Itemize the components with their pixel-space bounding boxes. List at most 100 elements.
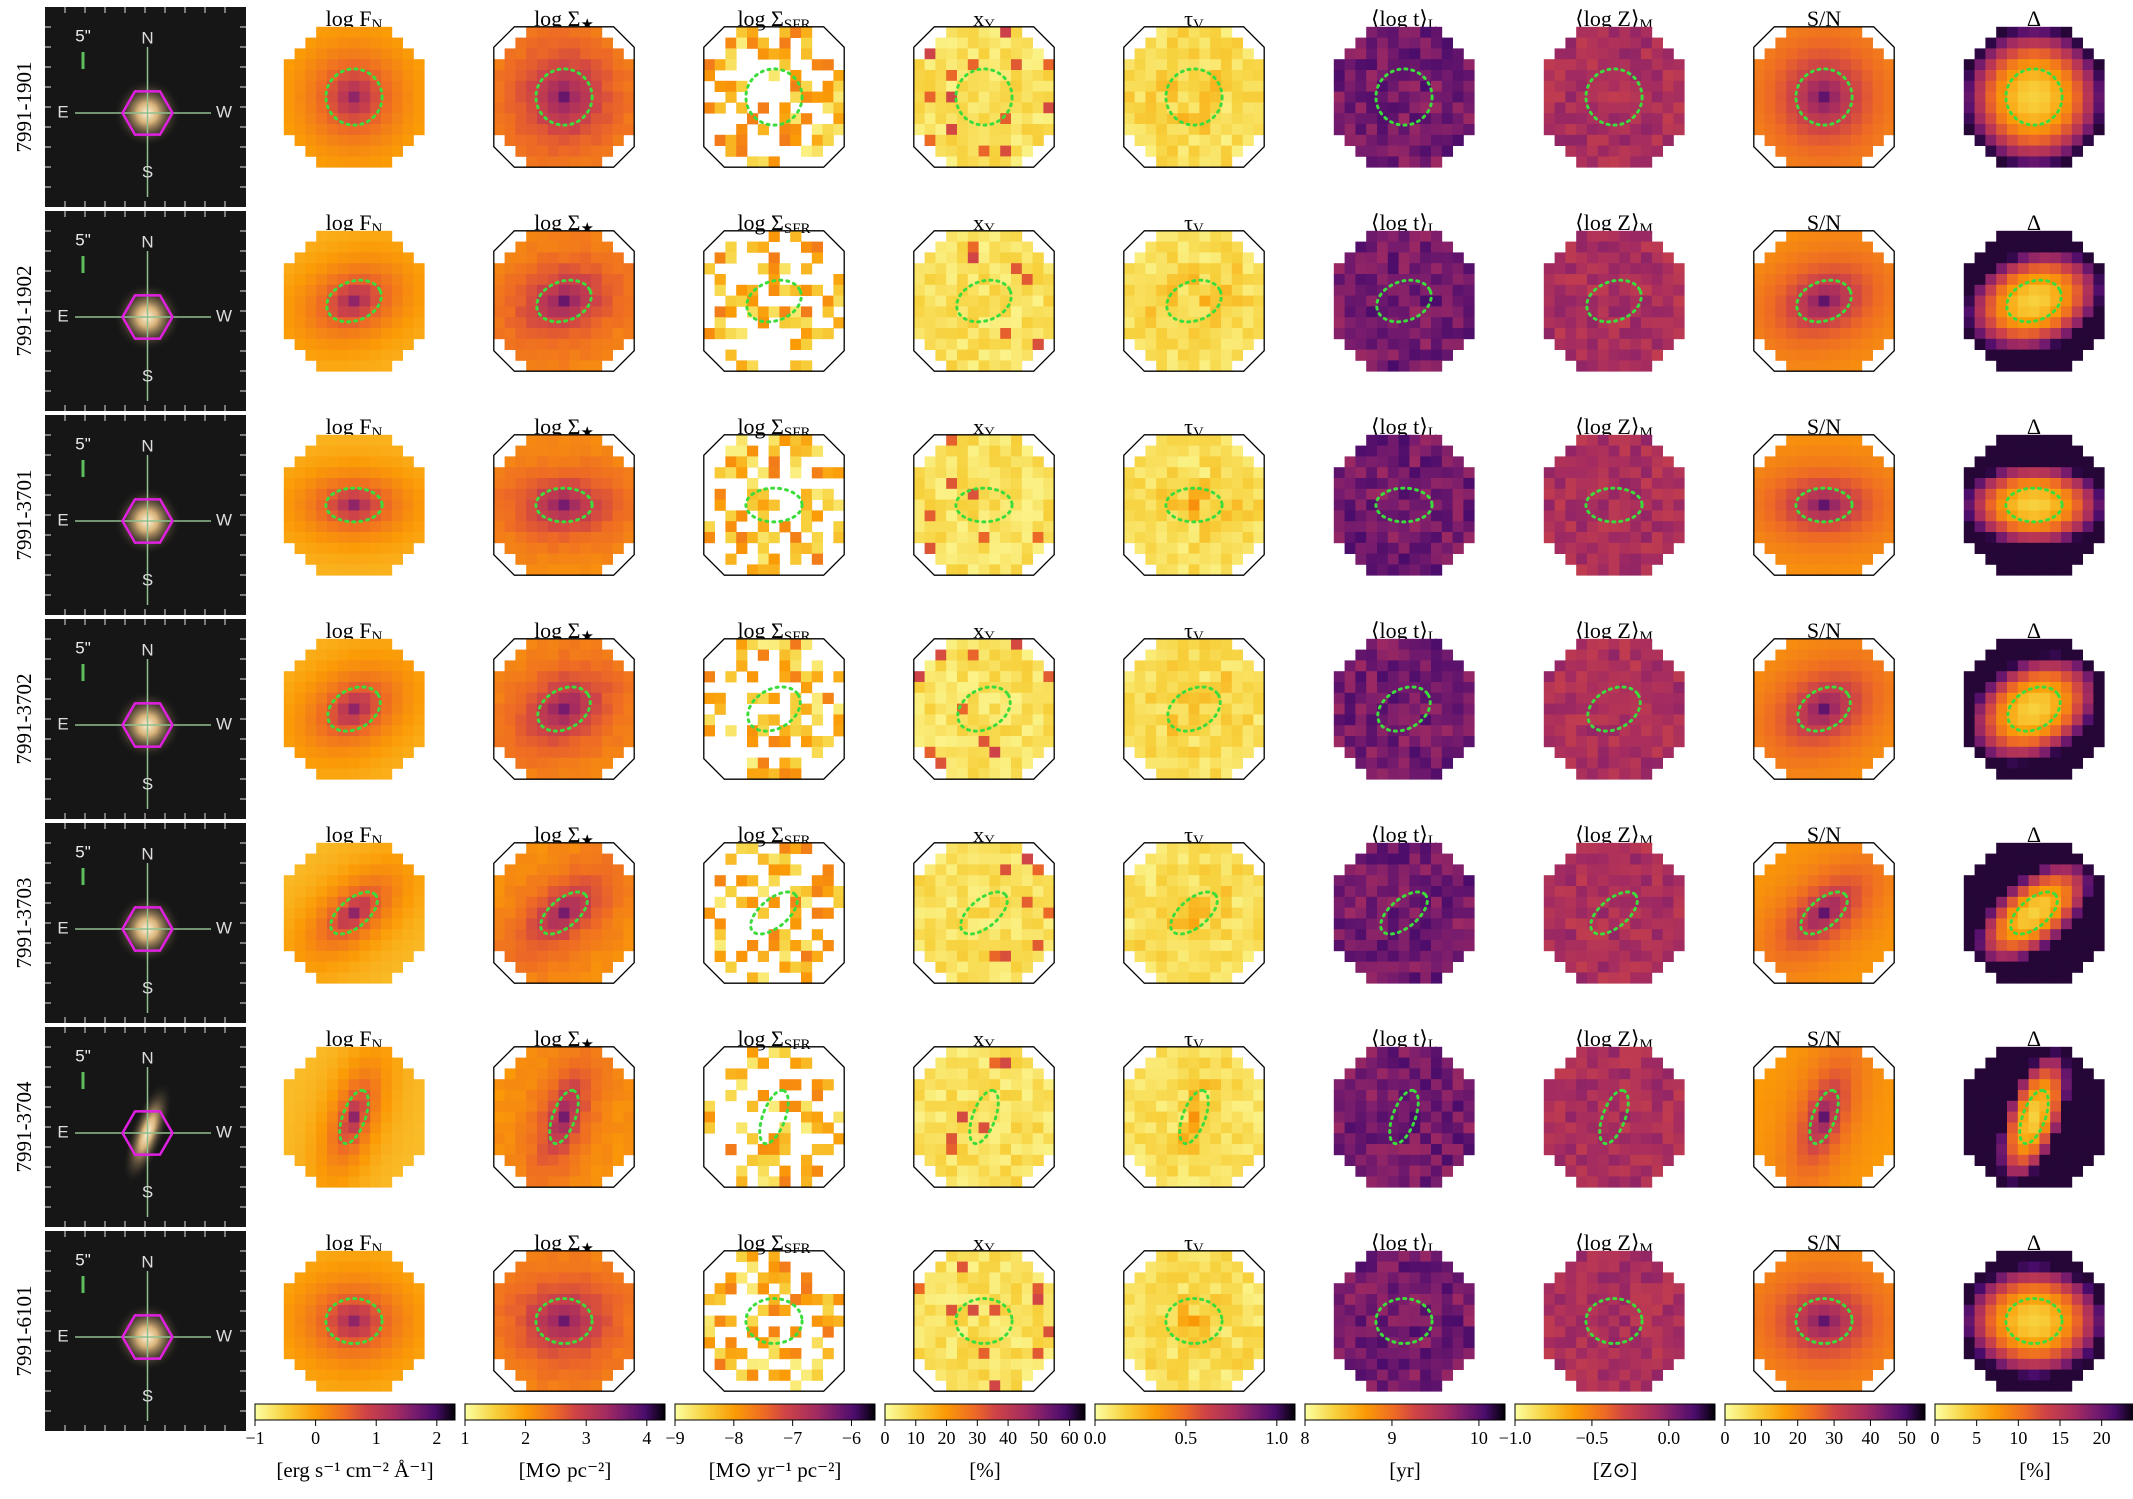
map-pixel — [989, 102, 1001, 114]
title-sub: N — [372, 221, 383, 237]
map-pixel — [1387, 295, 1399, 307]
map-pixel — [1985, 241, 1997, 253]
map-pixel — [402, 532, 414, 544]
map-pixel — [1651, 757, 1663, 769]
map-pixel — [1420, 649, 1432, 661]
map-pixel — [1199, 532, 1211, 544]
map-pixel — [612, 746, 624, 758]
map-pixel — [757, 692, 769, 704]
map-pixel — [1818, 124, 1830, 136]
map-pixel — [413, 317, 425, 329]
map-pixel — [1043, 70, 1055, 82]
map-pixel — [515, 48, 527, 60]
map-pixel — [1344, 660, 1356, 672]
map-pixel — [1872, 134, 1884, 146]
map-pixel — [2082, 306, 2094, 318]
map-pixel — [967, 102, 979, 114]
map-pixel — [1641, 113, 1653, 125]
map-pixel — [327, 230, 339, 242]
map-pixel — [1775, 113, 1787, 125]
map-pixel — [1409, 134, 1421, 146]
map-pixel — [391, 725, 403, 737]
map-pixel — [2061, 306, 2073, 318]
map-pixel — [989, 145, 1001, 157]
map-pixel — [370, 736, 382, 748]
map-pixel — [2050, 124, 2062, 136]
map-pixel — [1177, 757, 1189, 769]
map-pixel — [1021, 682, 1033, 694]
map-pixel — [1662, 671, 1674, 683]
map-pixel — [1134, 510, 1146, 522]
map-pixel — [381, 692, 393, 704]
map-pixel — [327, 553, 339, 565]
map-pixel — [1398, 757, 1410, 769]
map-pixel — [402, 252, 414, 264]
map-pixel — [1608, 37, 1620, 49]
map-pixel — [1463, 532, 1475, 544]
map-pixel — [736, 649, 748, 661]
map-pixel — [768, 284, 780, 296]
map-pixel — [1134, 124, 1146, 136]
map-pixel — [601, 478, 613, 490]
map-pixel — [1818, 564, 1830, 576]
map-pixel — [1797, 252, 1809, 264]
map-pixel — [391, 80, 403, 92]
map-pixel — [305, 349, 317, 361]
map-pixel — [1619, 445, 1631, 457]
map-pixel — [1883, 113, 1895, 125]
map-pixel — [1188, 328, 1200, 340]
map-pixel — [283, 102, 295, 114]
map-pixel — [1420, 145, 1432, 157]
map-pixel — [1554, 542, 1566, 554]
map-pixel — [370, 703, 382, 715]
map-pixel — [1764, 542, 1776, 554]
map-pixel — [1032, 134, 1044, 146]
map-pixel — [1000, 91, 1012, 103]
map-pixel — [515, 295, 527, 307]
map-pixel — [1043, 736, 1055, 748]
map-pixel — [1872, 274, 1884, 286]
map-pixel — [526, 703, 538, 715]
map-pixel — [1177, 510, 1189, 522]
map-pixel — [327, 26, 339, 38]
map-pixel — [946, 510, 958, 522]
map-pixel — [1797, 456, 1809, 468]
map-pixel — [1565, 660, 1577, 672]
map-pixel — [327, 746, 339, 758]
map-pixel — [978, 553, 990, 565]
map-pixel — [1441, 102, 1453, 114]
map-pixel — [381, 349, 393, 361]
map-pixel — [601, 521, 613, 533]
map-pixel — [537, 91, 549, 103]
map-pixel — [736, 445, 748, 457]
map-pixel — [1231, 445, 1243, 457]
map-pixel — [327, 274, 339, 286]
map-pixel — [957, 499, 969, 511]
map-pixel — [1409, 263, 1421, 275]
map-pixel — [327, 37, 339, 49]
map-pixel — [1231, 113, 1243, 125]
map-pixel — [316, 230, 328, 242]
map-pixel — [413, 510, 425, 522]
map-pixel — [612, 252, 624, 264]
map-pixel — [1840, 542, 1852, 554]
map-pixel — [569, 521, 581, 533]
map-pixel — [283, 263, 295, 275]
map-pixel — [1441, 692, 1453, 704]
map-pixel — [967, 736, 979, 748]
map-pixel — [1963, 478, 1975, 490]
map-pixel — [537, 564, 549, 576]
map-pixel — [359, 467, 371, 479]
map-pixel — [1861, 284, 1873, 296]
map-pixel — [413, 284, 425, 296]
map-pixel — [381, 768, 393, 780]
map-pixel — [1851, 542, 1863, 554]
map-pixel — [1420, 736, 1432, 748]
map-pixel — [1619, 263, 1631, 275]
map-pixel — [1167, 478, 1179, 490]
map-pixel — [714, 80, 726, 92]
map-pixel — [779, 59, 791, 71]
map-pixel — [1253, 510, 1265, 522]
map-pixel — [1377, 80, 1389, 92]
map-pixel — [316, 682, 328, 694]
